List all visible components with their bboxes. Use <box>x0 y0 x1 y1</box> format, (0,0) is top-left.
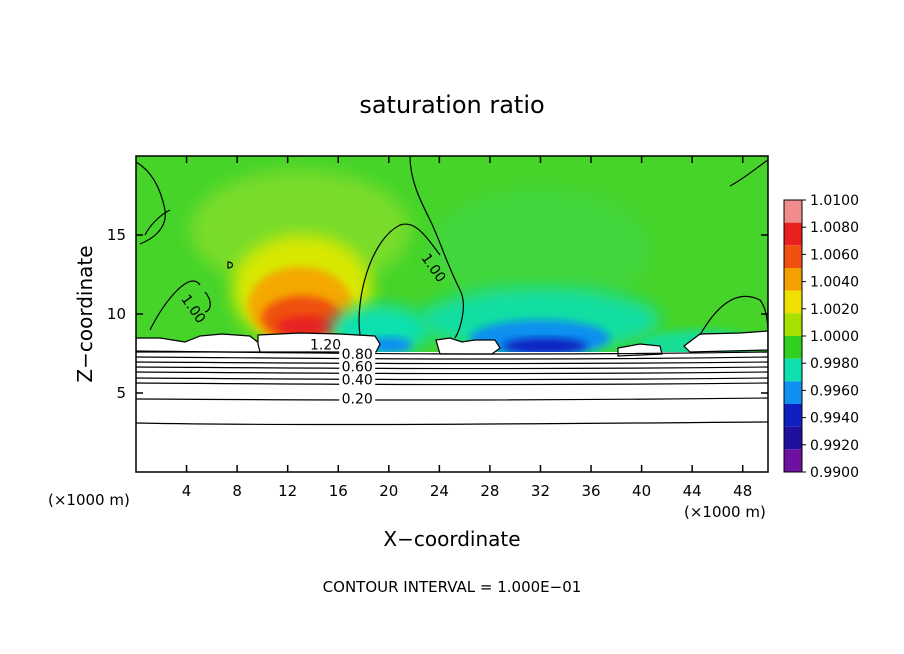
x-tick-label: 8 <box>232 482 242 500</box>
colorbar: 1.0100 1.0080 1.0060 1.0040 1.0020 1.0000 0.99… <box>783 193 859 481</box>
colorbar-swatch <box>784 200 802 223</box>
x-tick-label: 36 <box>581 482 600 500</box>
contour-label-bg <box>307 336 344 351</box>
x-tick-label: 24 <box>430 482 449 500</box>
colorbar-swatch <box>784 426 802 450</box>
contour-label: 0.20 <box>342 391 373 407</box>
y-axis: 5 10 15 <box>107 226 768 402</box>
colorbar-label: 0.9980 <box>810 356 859 372</box>
colorbar-label: 1.0100 <box>810 193 859 209</box>
colorbar-label: 0.9920 <box>810 438 859 454</box>
y-axis-label: Z−coordinate <box>73 245 97 382</box>
x-unit-right: (×1000 m) <box>684 503 766 521</box>
plot-area <box>136 156 768 472</box>
colorbar-swatch <box>784 245 802 268</box>
colorbar-label: 1.0020 <box>810 302 859 318</box>
contour-interval-note: CONTOUR INTERVAL = 1.000E−01 <box>323 578 582 596</box>
colorbar-swatch <box>784 268 802 291</box>
x-tick-label: 48 <box>733 482 752 500</box>
x-axis: 4 8 12 16 20 24 28 32 36 40 44 48 <box>182 156 752 500</box>
field-lower-region <box>136 352 768 472</box>
contour-label: 0.40 <box>342 372 373 388</box>
x-axis-label: X−coordinate <box>383 527 520 551</box>
x-tick-label: 40 <box>632 482 651 500</box>
x-tick-label: 20 <box>379 482 398 500</box>
colorbar-label: 1.0000 <box>810 329 859 345</box>
chart-title: saturation ratio <box>359 91 544 119</box>
x-tick-label: 28 <box>480 482 499 500</box>
colorbar-swatch <box>784 336 802 359</box>
contour-label-bg <box>339 371 376 386</box>
colorbar-label: 1.0040 <box>810 275 859 291</box>
colorbar-swatch <box>784 404 802 427</box>
colorbar-label: 0.9940 <box>810 411 859 427</box>
contour-label-bg <box>339 358 376 373</box>
colorbar-swatch <box>784 358 802 382</box>
colorbar-swatch <box>784 449 802 472</box>
colorbar-label: 0.9900 <box>810 465 859 481</box>
colorbar-swatch <box>784 222 802 246</box>
x-unit-left: (×1000 m) <box>48 491 130 509</box>
colorbar-label: 1.0060 <box>810 247 859 263</box>
y-tick-label: 10 <box>107 305 126 323</box>
x-tick-label: 4 <box>182 482 192 500</box>
colorbar-label: 0.9960 <box>810 383 859 399</box>
x-tick-label: 32 <box>531 482 550 500</box>
contour-label-bg <box>339 346 376 361</box>
x-tick-label: 44 <box>683 482 702 500</box>
contour-lines <box>136 156 768 426</box>
x-tick-label: 16 <box>329 482 348 500</box>
x-tick-label: 12 <box>278 482 297 500</box>
colorbar-swatch <box>784 381 802 404</box>
colorbar-swatch <box>784 290 802 314</box>
colorbar-swatch <box>784 313 802 336</box>
colorbar-label: 1.0080 <box>810 220 859 236</box>
y-tick-label: 5 <box>116 384 126 402</box>
contour-label-bg <box>339 390 376 405</box>
y-tick-label: 15 <box>107 226 126 244</box>
contour-label: 1.20 <box>310 338 341 354</box>
field-light-band <box>430 190 650 310</box>
